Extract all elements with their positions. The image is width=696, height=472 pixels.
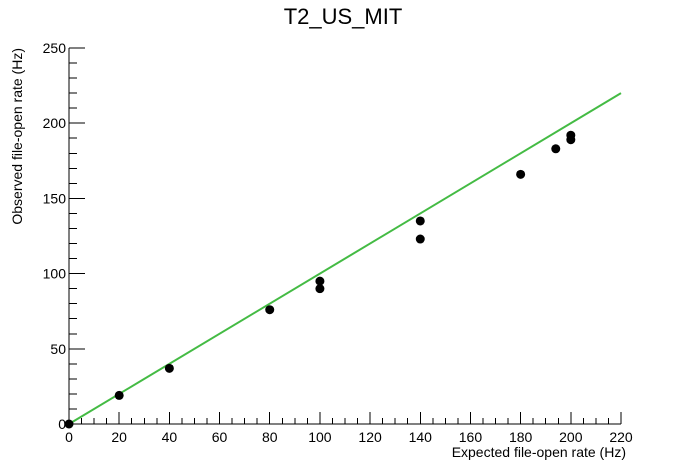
x-tick-label: 80: [262, 429, 278, 445]
x-tick-label: 20: [111, 429, 127, 445]
fit-line-group: [68, 92, 622, 425]
reference-line: [68, 92, 622, 425]
x-axis-title: Expected file-open rate (Hz): [452, 444, 626, 460]
x-axis-ticks: 0 20 40 60 80 100 120 140 160 180 200 220: [65, 412, 633, 445]
y-tick-label: 100: [43, 266, 67, 282]
x-tick-label: 180: [509, 429, 533, 445]
chart-title: T2_US_MIT: [284, 4, 403, 29]
data-point: [566, 135, 576, 145]
y-axis-ticks: 0 50 100 150 200 250: [43, 40, 85, 432]
data-points: [64, 130, 576, 429]
x-tick-label: 40: [162, 429, 178, 445]
data-point: [315, 284, 325, 294]
data-point: [114, 390, 124, 400]
y-tick-label: 50: [50, 341, 66, 357]
data-point: [415, 216, 425, 226]
data-point: [164, 363, 174, 373]
y-tick-label: 150: [43, 190, 67, 206]
y-tick-label: 200: [43, 115, 67, 131]
data-point: [64, 419, 74, 429]
x-tick-label: 100: [308, 429, 332, 445]
x-tick-label: 220: [609, 429, 633, 445]
x-tick-label: 0: [65, 429, 73, 445]
x-tick-label: 160: [459, 429, 483, 445]
data-point: [551, 144, 561, 154]
y-tick-label: 250: [43, 40, 67, 56]
data-point: [516, 169, 526, 179]
x-tick-label: 140: [409, 429, 433, 445]
x-tick-label: 60: [212, 429, 228, 445]
data-point: [315, 276, 325, 286]
y-axis-title: Observed file-open rate (Hz): [9, 48, 25, 225]
x-tick-label: 120: [358, 429, 382, 445]
y-tick-label: 0: [58, 416, 66, 432]
axes: [68, 48, 621, 425]
data-point: [265, 305, 275, 315]
data-point: [415, 234, 425, 244]
x-tick-label: 200: [559, 429, 583, 445]
